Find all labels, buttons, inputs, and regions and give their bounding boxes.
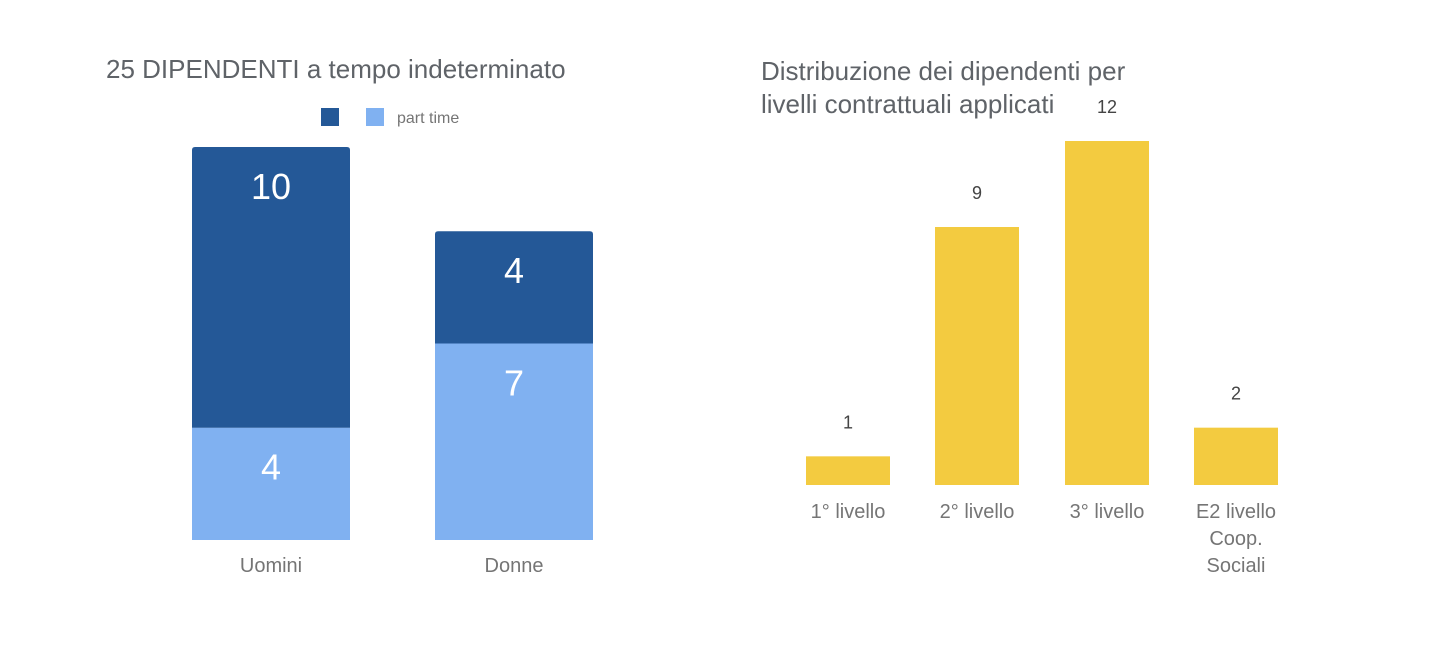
category-label-level-4-line-2: Coop.	[1209, 528, 1262, 550]
left-category-labels: Uomini Donne	[240, 555, 544, 577]
right-title-line-2: livelli contrattuali applicati	[761, 89, 1054, 119]
data-label-level-3: 12	[1097, 97, 1117, 117]
right-category-labels: 1° livello 2° livello 3° livello E2 livello…	[811, 501, 1276, 577]
data-label-level-4: 2	[1231, 384, 1241, 404]
bar-uomini-series-1	[192, 427, 350, 540]
data-label-level-2: 9	[972, 183, 982, 203]
legend-swatch-1	[321, 108, 339, 126]
data-label-uomini-series-1: 4	[261, 447, 281, 488]
bar-donne-series-2	[435, 231, 593, 344]
left-legend: part time	[321, 108, 459, 127]
data-label-level-1: 1	[843, 412, 853, 432]
category-label-donne: Donne	[485, 555, 544, 577]
left-chart-title: 25 DIPENDENTI a tempo indeterminato	[106, 54, 566, 84]
bar-uomini-series-2	[192, 147, 350, 428]
left-bars: 4 10 7 4	[192, 147, 593, 540]
left-stacked-bar-chart: 25 DIPENDENTI a tempo indeterminato part…	[106, 54, 593, 577]
bar-level-4	[1194, 427, 1278, 485]
category-label-uomini: Uomini	[240, 555, 302, 577]
data-label-donne-series-2: 4	[504, 250, 524, 291]
data-label-uomini-series-2: 10	[251, 166, 291, 207]
legend-label-2: part time	[397, 110, 459, 127]
right-bars: 1 9 12 2	[806, 97, 1278, 485]
data-label-donne-series-1: 7	[504, 363, 524, 404]
bar-level-1	[806, 456, 890, 485]
bar-level-2	[935, 227, 1019, 485]
category-label-level-2-line-1: 2° livello	[940, 501, 1015, 523]
right-bar-chart: Distribuzione dei dipendenti perlivelli …	[761, 56, 1278, 577]
right-title-line-1: Distribuzione dei dipendenti per	[761, 56, 1126, 86]
legend-swatch-2	[366, 108, 384, 126]
category-label-level-3-line-1: 3° livello	[1070, 501, 1145, 523]
bar-level-3	[1065, 141, 1149, 485]
category-label-level-4-line-3: Sociali	[1207, 555, 1266, 577]
bar-donne-series-1	[435, 343, 593, 540]
category-label-level-4-line-1: E2 livello	[1196, 501, 1276, 523]
category-label-level-1-line-1: 1° livello	[811, 501, 886, 523]
right-chart-title: Distribuzione dei dipendenti perlivelli …	[761, 56, 1126, 119]
